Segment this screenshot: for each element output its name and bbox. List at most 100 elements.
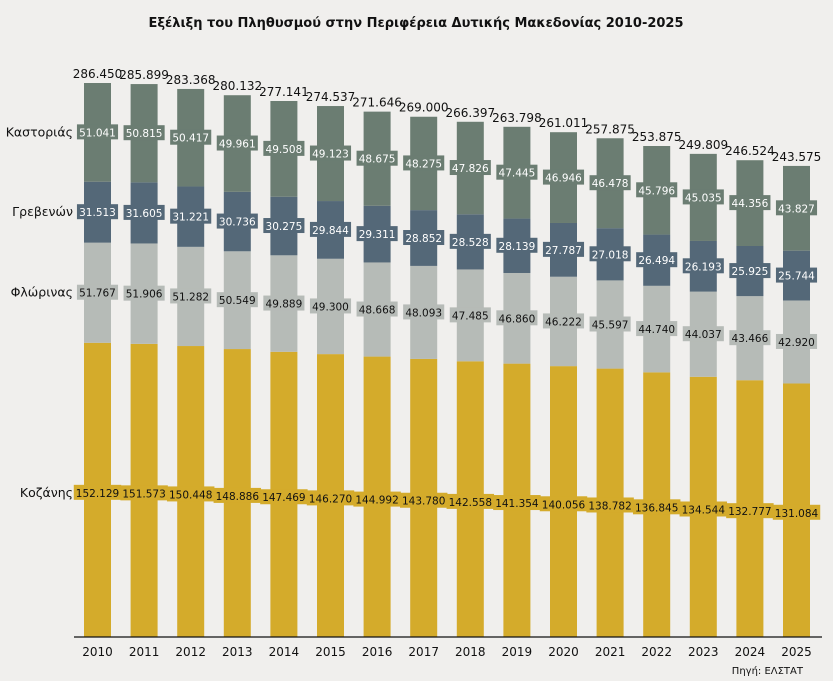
data-label-bg	[309, 221, 352, 237]
total-label: 286.450	[73, 67, 123, 81]
data-label-bg	[636, 182, 678, 198]
data-label: 47.826	[452, 163, 489, 175]
data-label: 152.129	[76, 488, 119, 500]
data-label: 30.736	[219, 217, 256, 229]
data-label-bg	[263, 140, 305, 156]
x-tick-label: 2024	[735, 645, 766, 659]
data-label: 45.035	[685, 192, 722, 204]
x-tick-label: 2013	[222, 645, 253, 659]
data-label-bg	[73, 484, 122, 500]
data-label-bg	[403, 304, 445, 320]
x-tick-label: 2015	[315, 645, 346, 659]
data-label-bg	[729, 263, 771, 279]
data-label: 30.275	[266, 221, 303, 233]
data-label-bg	[682, 189, 724, 205]
data-label: 132.777	[728, 506, 771, 518]
total-label: 285.899	[119, 68, 169, 82]
total-label: 271.646	[352, 96, 402, 110]
total-label: 269.000	[399, 101, 449, 115]
data-label-bg	[260, 489, 308, 505]
data-label: 29.844	[312, 225, 349, 237]
data-label-bg	[449, 233, 491, 249]
data-label: 136.845	[635, 502, 678, 514]
data-label-bg	[123, 285, 165, 301]
x-tick-labels: 2010 2011 2012 2013 2014 2015 2016 2017 2018 2019…	[82, 645, 812, 659]
data-label: 50.815	[126, 128, 163, 140]
data-label: 51.041	[79, 127, 116, 139]
data-label: 45.796	[638, 185, 675, 197]
data-label: 47.445	[499, 168, 536, 180]
data-label-bg	[542, 169, 585, 185]
data-label-bg	[542, 241, 585, 257]
total-label: 280.132	[212, 79, 262, 93]
x-tick-label: 2014	[269, 645, 300, 659]
data-label-bg	[353, 491, 401, 507]
total-label: 249.809	[678, 138, 728, 152]
data-label: 25.925	[732, 266, 769, 278]
data-label: 44.037	[685, 329, 722, 341]
data-label-bg	[729, 195, 771, 211]
data-label-bg	[170, 208, 212, 224]
data-label: 48.675	[359, 154, 396, 166]
series-name-label: Κοζάνης	[20, 485, 73, 500]
data-label-bg	[170, 129, 212, 145]
data-label-bg	[216, 135, 258, 151]
data-label-bg	[726, 503, 774, 519]
data-label-bg	[542, 313, 585, 329]
data-label-bg	[263, 295, 305, 311]
data-label-bg	[403, 230, 445, 246]
data-label: 49.889	[266, 299, 303, 311]
data-label: 47.485	[452, 310, 489, 322]
bars-group	[84, 83, 810, 637]
data-label: 141.354	[495, 498, 539, 510]
data-label: 138.782	[588, 500, 631, 512]
data-label: 31.513	[79, 207, 116, 219]
data-label-bg	[729, 330, 771, 346]
data-label: 28.139	[499, 241, 536, 253]
data-label-bg	[216, 213, 258, 229]
data-label-bg	[446, 493, 495, 509]
data-label-bg	[496, 237, 538, 253]
data-label-bg	[76, 204, 119, 220]
data-label: 44.740	[638, 324, 675, 336]
total-label: 277.141	[259, 85, 309, 99]
data-label: 143.780	[402, 496, 445, 508]
labels-group: 152.129 51.767 31.513 51.041 286.450 151.573 5…	[73, 67, 822, 520]
data-label-bg	[356, 301, 398, 317]
data-label: 150.448	[169, 489, 212, 501]
data-label: 48.093	[405, 307, 442, 319]
data-label: 147.469	[262, 492, 305, 504]
chart-title: Εξέλιξη του Πληθυσμού στην Περιφέρεια Δυ…	[148, 16, 683, 31]
data-label: 140.056	[542, 499, 586, 511]
data-label-bg	[496, 310, 538, 326]
data-label: 31.605	[126, 208, 163, 220]
x-tick-label: 2010	[82, 645, 113, 659]
data-label-bg	[775, 333, 818, 349]
data-label: 28.852	[405, 233, 442, 245]
data-label: 148.886	[216, 491, 260, 503]
data-label: 144.992	[355, 495, 398, 507]
x-tick-label: 2022	[641, 645, 672, 659]
data-label-bg	[76, 124, 119, 140]
data-label-bg	[213, 487, 262, 503]
data-label: 51.906	[126, 289, 163, 301]
data-label-bg	[356, 150, 398, 166]
data-label-bg	[216, 292, 258, 308]
total-label: 246.524	[725, 144, 775, 158]
x-tick-label: 2017	[408, 645, 439, 659]
data-label: 50.417	[172, 133, 209, 145]
data-label: 46.860	[499, 313, 536, 325]
data-label: 151.573	[122, 488, 165, 500]
data-label: 43.827	[778, 203, 815, 215]
total-label: 243.575	[772, 150, 822, 164]
total-label: 261.011	[539, 116, 589, 130]
x-tick-label: 2023	[688, 645, 719, 659]
data-label: 49.123	[312, 149, 349, 161]
data-label-bg	[403, 155, 445, 171]
data-label: 28.528	[452, 237, 489, 249]
data-label-bg	[306, 490, 355, 506]
data-label-bg	[589, 175, 631, 191]
data-label-bg	[682, 258, 724, 274]
total-label: 257.875	[585, 122, 635, 136]
